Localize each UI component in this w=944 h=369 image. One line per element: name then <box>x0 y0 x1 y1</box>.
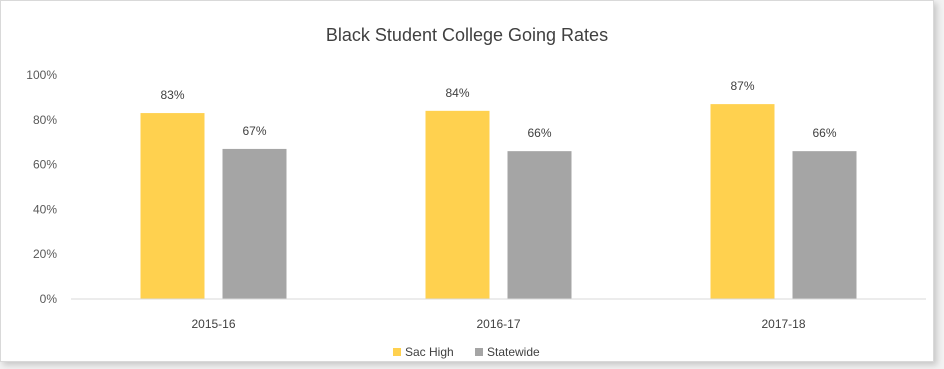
x-axis: 2015-16 2016-17 2017-18 <box>71 299 926 331</box>
y-tick-label: 80% <box>33 113 57 127</box>
y-tick-label: 0% <box>40 292 58 306</box>
data-label: 67% <box>242 124 266 138</box>
legend: Sac High Statewide <box>393 345 540 359</box>
bar-statewide <box>508 151 572 299</box>
x-category-label: 2017-18 <box>761 317 805 331</box>
bars: 83% 67% 84% 66% 87% 66% <box>141 79 857 299</box>
data-label: 84% <box>445 86 469 100</box>
data-label: 66% <box>527 126 551 140</box>
data-label: 83% <box>160 88 184 102</box>
bar-sac-high <box>426 111 490 299</box>
y-tick-label: 100% <box>26 68 57 82</box>
data-label: 87% <box>730 79 754 93</box>
y-axis: 0% 20% 40% 60% 80% 100% <box>26 68 57 306</box>
legend-swatch <box>475 348 483 356</box>
legend-label: Statewide <box>487 345 540 359</box>
chart-card: Black Student College Going Rates 0% 20% 4… <box>0 0 934 362</box>
bar-sac-high <box>141 113 205 299</box>
y-tick-label: 20% <box>33 247 57 261</box>
bar-statewide <box>223 149 287 299</box>
bar-chart: Black Student College Going Rates 0% 20% 4… <box>1 1 933 361</box>
bar-statewide <box>793 151 857 299</box>
y-tick-label: 60% <box>33 158 57 172</box>
data-label: 66% <box>812 126 836 140</box>
chart-title: Black Student College Going Rates <box>326 25 608 45</box>
y-tick-label: 40% <box>33 202 57 216</box>
x-category-label: 2015-16 <box>191 317 235 331</box>
legend-label: Sac High <box>405 345 454 359</box>
bar-sac-high <box>711 104 775 299</box>
legend-swatch <box>393 348 401 356</box>
x-category-label: 2016-17 <box>476 317 520 331</box>
